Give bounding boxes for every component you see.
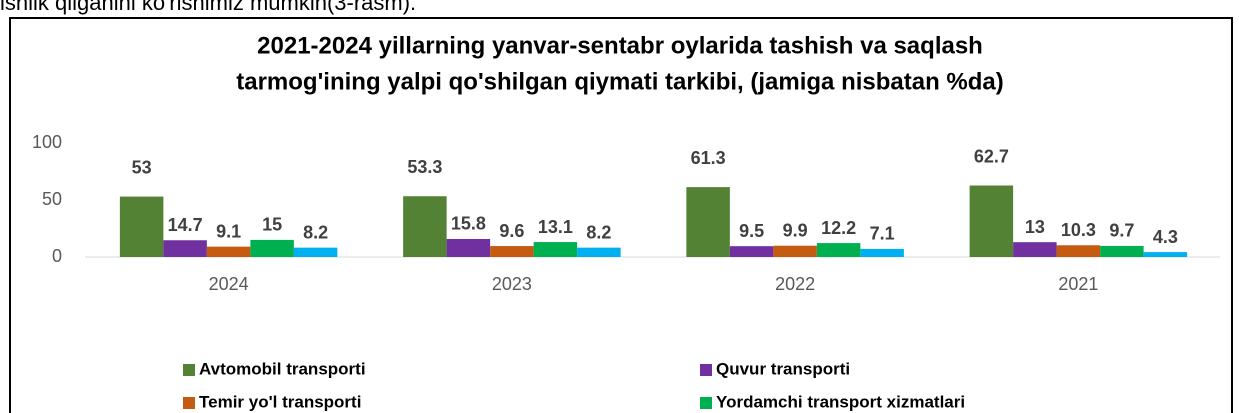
data-label: 8.2 <box>303 222 328 242</box>
bar <box>1056 245 1101 257</box>
bar <box>816 243 861 257</box>
data-label: 9.6 <box>499 221 524 241</box>
y-tick-label: 0 <box>52 246 62 266</box>
data-label: 7.1 <box>870 224 895 244</box>
data-label: 9.9 <box>783 220 808 240</box>
bar <box>250 239 294 257</box>
bar <box>577 247 621 257</box>
bar <box>860 248 904 257</box>
data-label: 9.1 <box>216 221 241 241</box>
data-label: 4.3 <box>1153 227 1178 247</box>
data-label: 10.3 <box>1061 220 1096 240</box>
chart-title: 2021-2024 yillarning yanvar-sentabr oyla… <box>257 32 983 59</box>
data-label: 8.2 <box>586 222 611 242</box>
data-label: 9.5 <box>739 221 764 241</box>
data-label: 53 <box>132 157 152 177</box>
bar <box>969 185 1014 257</box>
bar <box>533 242 578 257</box>
data-label: 15 <box>262 215 282 235</box>
bar <box>119 196 164 257</box>
legend-label: Quvur transporti <box>716 359 850 378</box>
chart-frame <box>9 17 1233 413</box>
y-tick-label: 100 <box>32 132 62 152</box>
bar <box>403 196 447 257</box>
bar <box>1100 245 1144 257</box>
data-label: 53.3 <box>407 157 442 177</box>
x-tick-label: 2022 <box>775 274 815 294</box>
bar <box>206 246 251 257</box>
page-text: ishlik qilganini ko'rishimiz mumkin(3-ra… <box>0 0 416 15</box>
bar <box>490 246 534 257</box>
bar <box>1013 242 1057 257</box>
legend-swatch <box>183 364 195 376</box>
legend-label: Temir yo'l transporti <box>199 392 361 411</box>
bar <box>446 238 491 257</box>
y-tick-label: 50 <box>42 189 62 209</box>
legend-label: Avtomobil transporti <box>199 359 366 378</box>
x-tick-label: 2024 <box>209 274 249 294</box>
data-label: 13 <box>1025 217 1045 237</box>
data-label: 62.7 <box>974 146 1009 166</box>
data-label: 14.7 <box>168 215 203 235</box>
data-label: 61.3 <box>691 148 726 168</box>
x-tick-label: 2021 <box>1058 274 1098 294</box>
data-label: 15.8 <box>451 214 486 234</box>
legend-swatch <box>183 397 195 409</box>
data-label: 13.1 <box>538 217 573 237</box>
data-label: 12.2 <box>821 218 856 238</box>
x-tick-label: 2023 <box>492 274 532 294</box>
chart-title: tarmog'ining yalpi qo'shilgan qiymati ta… <box>236 68 1004 95</box>
bar <box>686 187 730 257</box>
bar <box>773 245 817 257</box>
legend-label: Yordamchi transport xizmatlari <box>716 392 965 411</box>
bar <box>163 240 207 257</box>
data-label: 9.7 <box>1109 221 1134 241</box>
bar <box>729 246 774 257</box>
bar <box>293 247 338 257</box>
legend-swatch <box>700 397 712 409</box>
legend-swatch <box>700 364 712 376</box>
bar <box>1143 252 1188 257</box>
